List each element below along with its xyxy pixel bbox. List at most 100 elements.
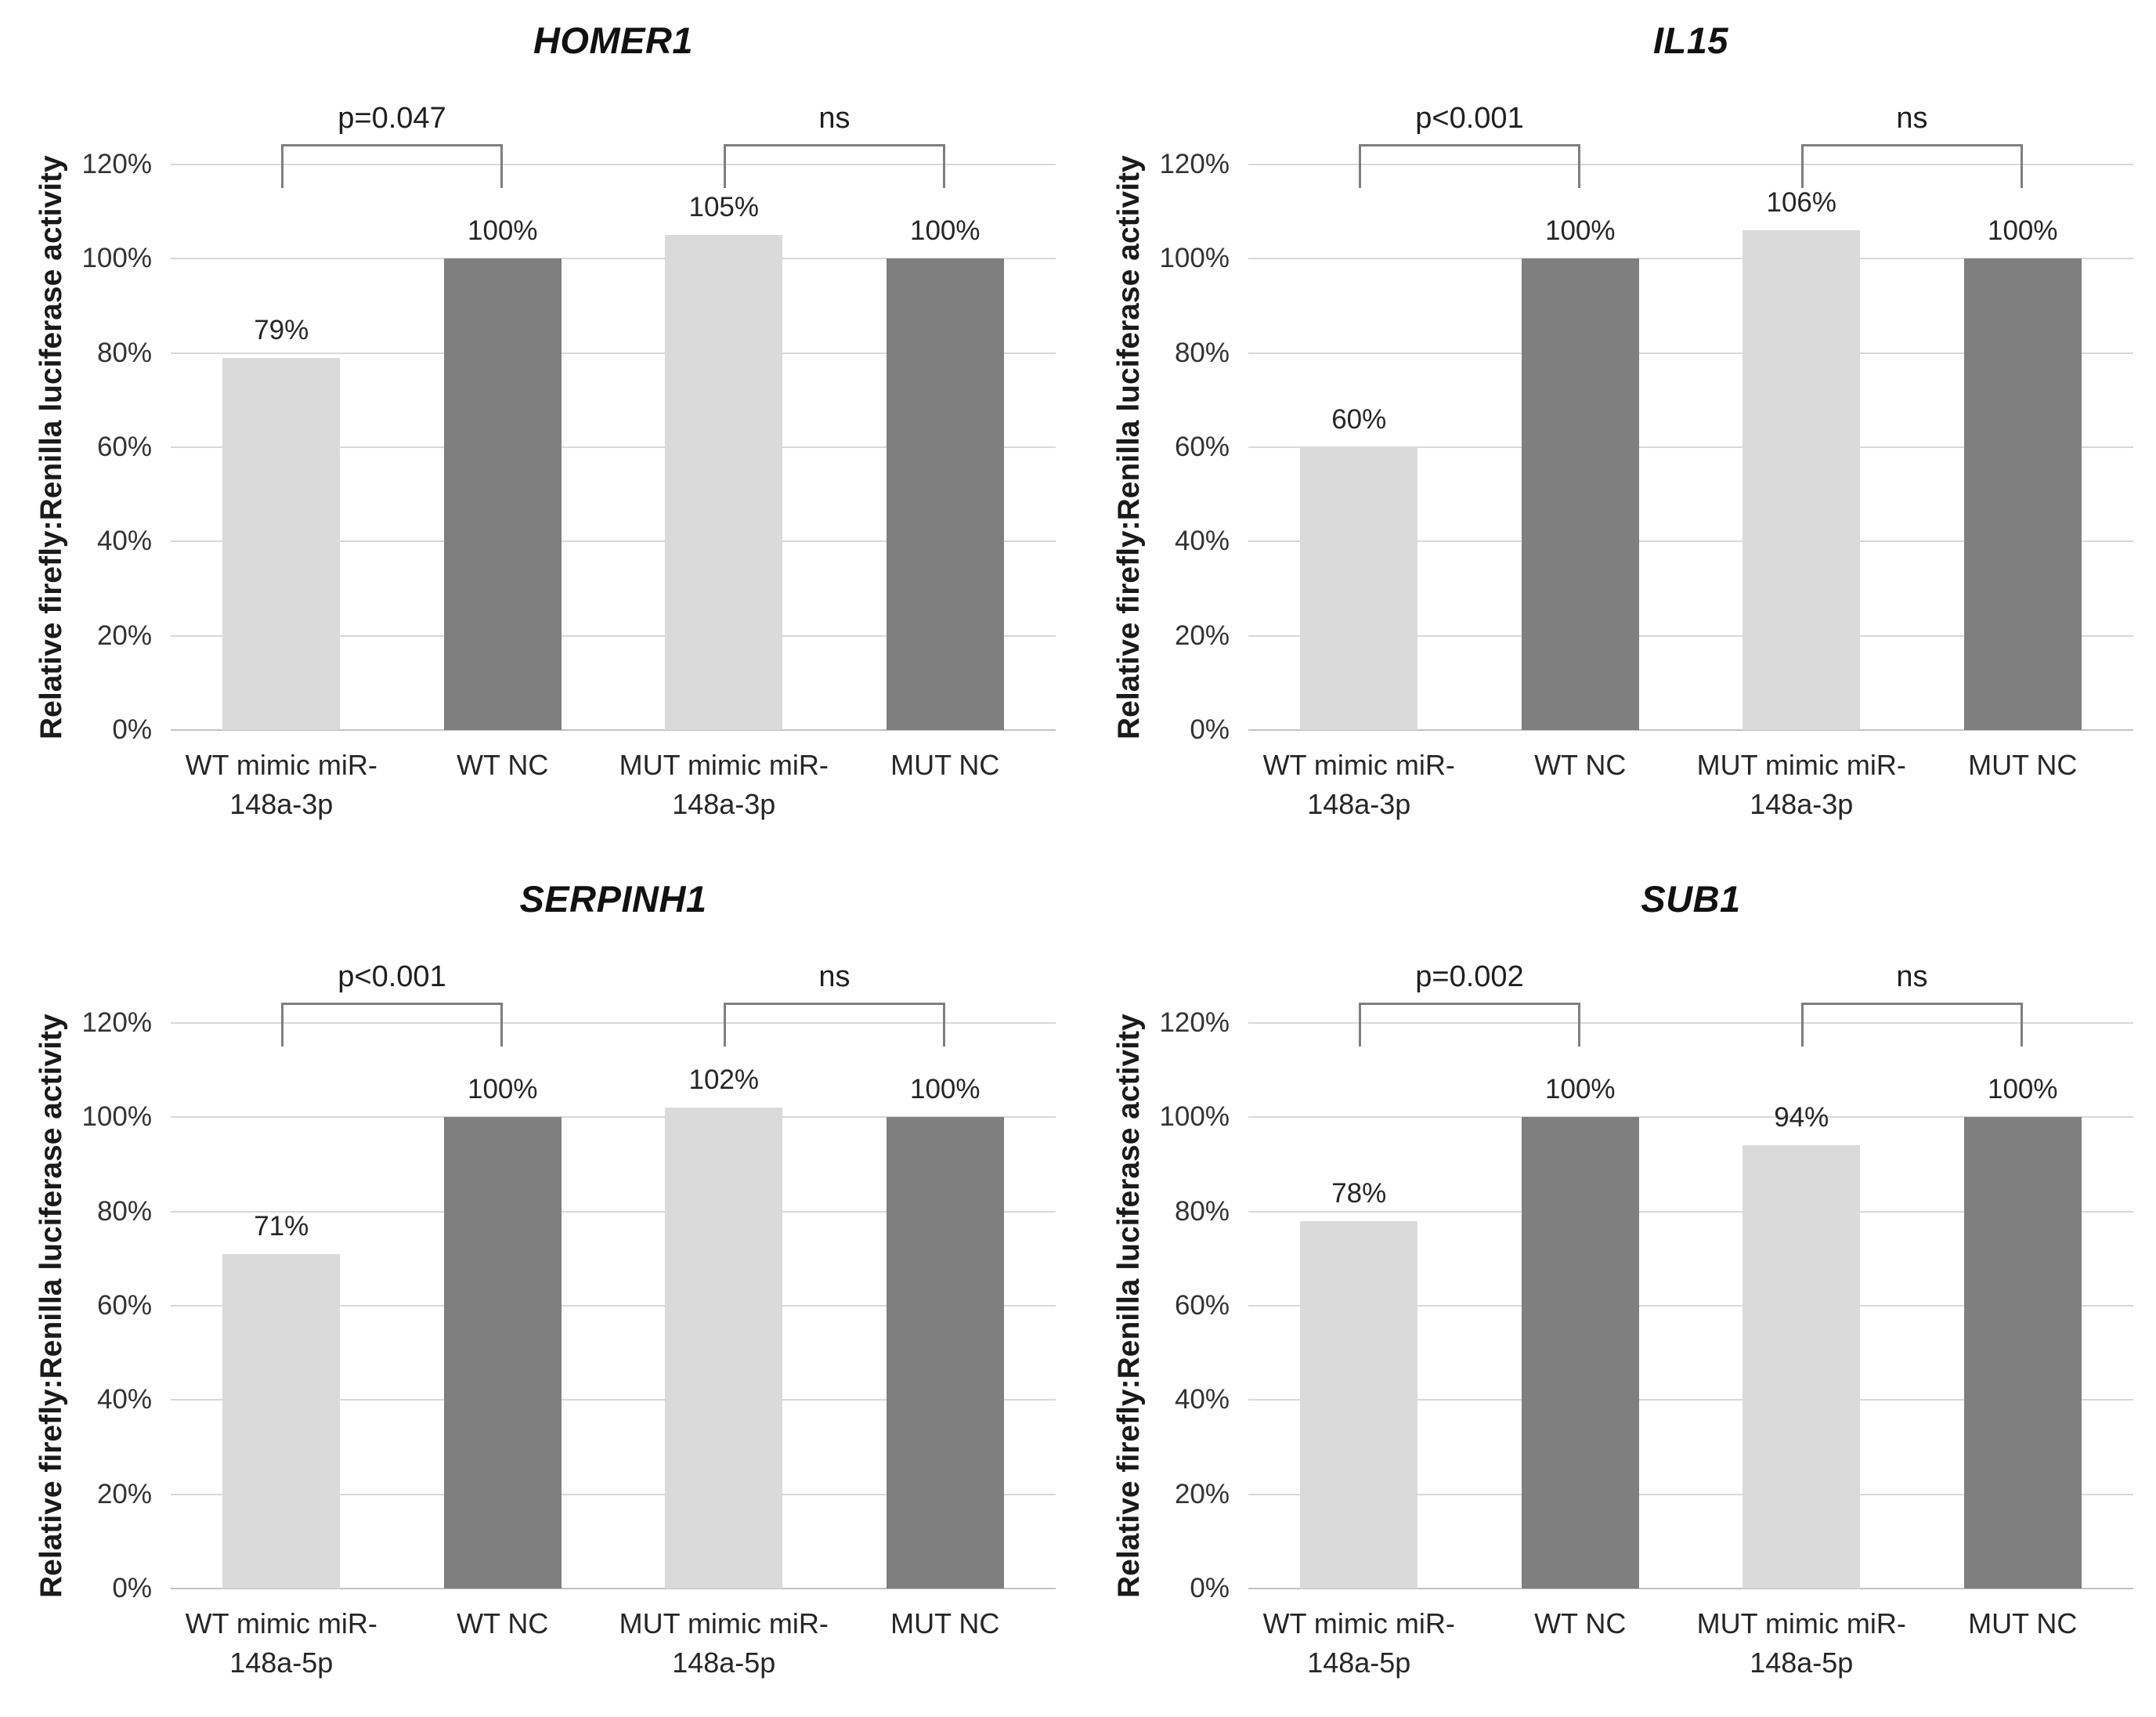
chart-title: SUB1	[1641, 878, 1741, 920]
gridline	[1248, 352, 2133, 354]
significance-bracket	[1359, 1003, 1580, 1046]
bar-value-label: 79%	[254, 314, 309, 345]
y-tick-label: 100%	[81, 1101, 152, 1133]
bar-value-label: 100%	[1544, 215, 1616, 247]
bar-mimic-2	[1742, 1145, 1861, 1589]
significance-bracket	[724, 144, 945, 188]
bar-nc-1	[443, 258, 562, 730]
x-tick-label: MUT NC	[890, 1607, 1000, 1639]
x-tick-label: WT NC	[457, 749, 549, 781]
y-tick-label: 80%	[96, 1195, 152, 1227]
y-tick-label: 120%	[81, 1007, 152, 1038]
y-tick-label: 20%	[1174, 1478, 1230, 1509]
chart-title: SERPINH1	[519, 878, 707, 920]
bar-value-label: 102%	[688, 1065, 760, 1096]
x-tick-label: MUT mimic miR- 148a-3p	[619, 749, 829, 820]
y-tick-label: 100%	[1159, 1101, 1230, 1133]
gridline	[1248, 729, 2133, 731]
x-tick-label: MUT NC	[1968, 1607, 2078, 1639]
gridline	[171, 1116, 1056, 1119]
y-tick-label: 40%	[1174, 1384, 1230, 1415]
x-tick-label: MUT mimic miR- 148a-5p	[619, 1607, 829, 1679]
bar-mimic-0	[222, 357, 341, 730]
gridline	[1248, 1305, 2133, 1307]
gridline	[171, 258, 1056, 260]
y-tick-label: 100%	[1159, 243, 1230, 274]
gridline	[1248, 446, 2133, 448]
bar-mimic-2	[665, 235, 783, 730]
significance-label: ns	[1896, 960, 1928, 993]
x-tick-label: WT mimic miR- 148a-3p	[1262, 749, 1455, 820]
significance-label: p=0.047	[338, 102, 446, 135]
chart-panel-sub1: SUB1 Relative firefly:Renilla luciferase …	[1078, 858, 2156, 1717]
gridline	[171, 1022, 1056, 1024]
gridline	[1248, 1399, 2133, 1401]
gridline	[1248, 1493, 2133, 1495]
chart-panel-homer1: HOMER1 Relative firefly:Renilla luciferas…	[0, 0, 1078, 858]
chart-title: IL15	[1652, 20, 1729, 61]
significance-label: ns	[818, 960, 850, 993]
gridline	[171, 446, 1056, 448]
bar-value-label: 100%	[1987, 1074, 2058, 1105]
bar-value-label: 105%	[688, 192, 760, 223]
gridline	[1248, 1116, 2133, 1119]
y-tick-label: 40%	[96, 1384, 152, 1415]
chart-panel-il15: IL15 Relative firefly:Renilla luciferase …	[1078, 0, 2156, 858]
gridline	[171, 1305, 1056, 1307]
y-tick-label: 100%	[81, 243, 152, 274]
significance-bracket	[281, 1003, 503, 1046]
x-tick-label: WT mimic miR- 148a-3p	[185, 749, 377, 820]
gridline	[171, 540, 1056, 543]
gridline	[171, 164, 1056, 165]
significance-bracket	[1801, 144, 2023, 188]
x-tick-label: WT NC	[1534, 1607, 1627, 1639]
y-tick-label: 80%	[1174, 337, 1230, 368]
significance-bracket	[281, 144, 503, 188]
significance-label: p=0.002	[1415, 960, 1524, 993]
y-tick-label: 20%	[1174, 620, 1230, 651]
gridline	[171, 1588, 1056, 1589]
x-tick-label: WT NC	[457, 1607, 549, 1639]
significance-label: p<0.001	[1415, 102, 1524, 135]
bar-nc-3	[1963, 1117, 2082, 1589]
y-tick-label: 60%	[1174, 432, 1230, 462]
gridline	[171, 1399, 1056, 1401]
bar-mimic-0	[1300, 1220, 1418, 1589]
y-tick-label: 60%	[96, 432, 152, 462]
y-tick-label: 40%	[1174, 526, 1230, 557]
bar-mimic-2	[665, 1108, 783, 1589]
bar-nc-1	[1521, 258, 1639, 730]
y-tick-label: 60%	[1174, 1290, 1230, 1321]
gridline	[171, 1210, 1056, 1213]
y-tick-label: 120%	[1159, 149, 1230, 179]
bar-nc-3	[886, 1117, 1004, 1589]
y-tick-label: 0%	[1190, 714, 1230, 745]
y-tick-label: 60%	[96, 1290, 152, 1321]
y-tick-label: 40%	[96, 526, 152, 557]
gridline	[1248, 1588, 2133, 1589]
y-tick-label: 80%	[96, 337, 152, 368]
x-tick-label: MUT NC	[1968, 749, 2078, 781]
x-tick-label: WT NC	[1534, 749, 1627, 781]
bar-value-label: 106%	[1766, 187, 1837, 219]
significance-label: ns	[818, 102, 850, 135]
gridline	[1248, 258, 2133, 260]
gridline	[1248, 164, 2133, 165]
significance-bracket	[1801, 1003, 2023, 1046]
bar-value-label: 100%	[909, 215, 980, 247]
y-tick-label: 20%	[96, 620, 152, 651]
bar-value-label: 100%	[1544, 1074, 1616, 1105]
x-tick-label: MUT mimic miR- 148a-3p	[1696, 749, 1906, 820]
bar-mimic-0	[1300, 447, 1418, 730]
bar-mimic-2	[1742, 230, 1861, 730]
y-tick-label: 80%	[1174, 1195, 1230, 1227]
y-tick-label: 120%	[1159, 1007, 1230, 1038]
significance-label: p<0.001	[338, 960, 446, 993]
significance-bracket	[724, 1003, 945, 1046]
significance-bracket	[1359, 144, 1580, 188]
y-tick-label: 0%	[1190, 1573, 1230, 1603]
bar-mimic-0	[222, 1253, 341, 1589]
x-tick-label: WT mimic miR- 148a-5p	[185, 1607, 377, 1679]
bar-value-label: 71%	[254, 1210, 309, 1242]
